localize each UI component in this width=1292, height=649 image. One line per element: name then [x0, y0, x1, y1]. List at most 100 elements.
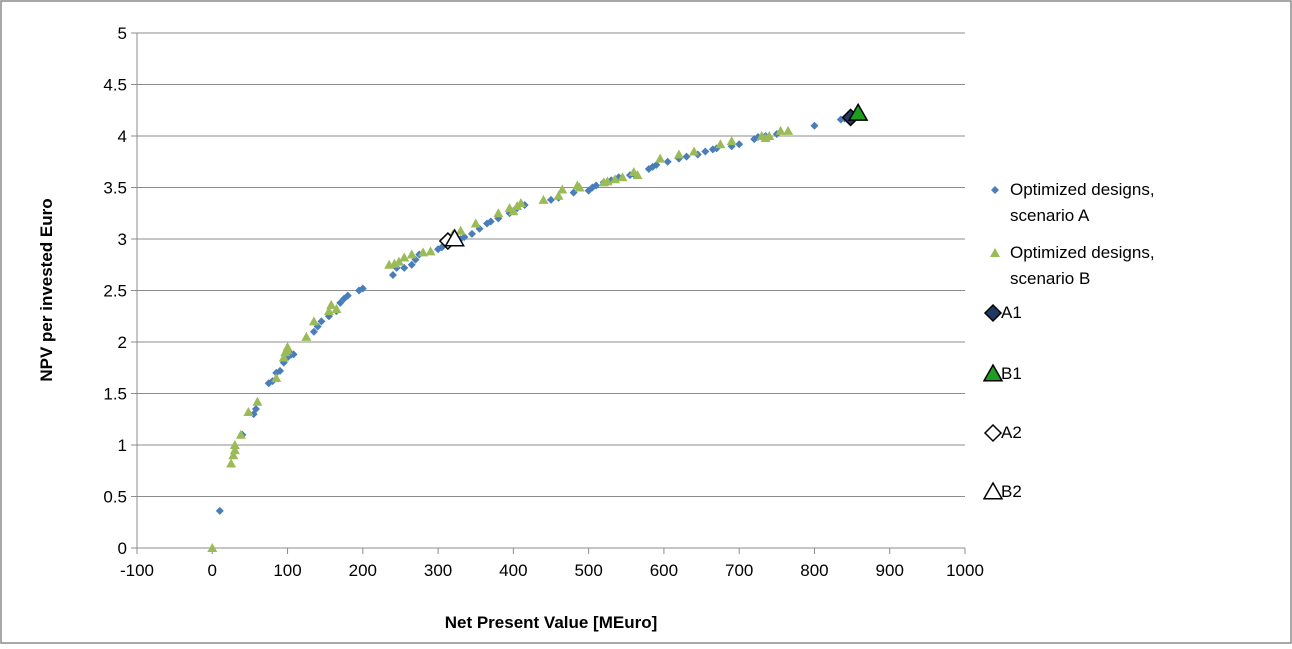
data-point-optimized-designs-scenario-a — [592, 181, 601, 190]
data-point-optimized-designs-scenario-a — [388, 271, 397, 280]
data-point-optimized-designs-scenario-b — [557, 184, 568, 194]
data-point-optimized-designs-scenario-a — [251, 404, 260, 413]
data-point-optimized-designs-scenario-b — [470, 218, 481, 228]
data-point-optimized-designs-scenario-b — [425, 246, 436, 256]
data-point-optimized-designs-scenario-b — [538, 194, 549, 204]
legend-label: Optimized designs, — [1010, 180, 1155, 199]
data-point-optimized-designs-scenario-b — [252, 396, 263, 406]
data-point-optimized-designs-scenario-b — [508, 206, 519, 216]
x-tick-label: 900 — [876, 561, 904, 580]
data-point-optimized-designs-scenario-a — [289, 350, 298, 359]
legend-marker — [982, 363, 1004, 382]
data-point-optimized-designs-scenario-a — [343, 291, 352, 300]
y-tick-label: 4.5 — [103, 76, 127, 95]
data-point-optimized-designs-scenario-a — [810, 121, 819, 130]
y-tick-label: 2 — [118, 333, 127, 352]
data-point-optimized-designs-scenario-b — [783, 125, 794, 135]
legend-label: scenario B — [1010, 269, 1090, 288]
y-tick-label: 4 — [118, 127, 127, 146]
data-point-optimized-designs-scenario-b — [609, 174, 620, 184]
data-point-optimized-designs-scenario-b — [399, 252, 410, 262]
y-tick-label: 0.5 — [103, 488, 127, 507]
y-tick-label: 0 — [118, 539, 127, 558]
x-tick-label: 800 — [800, 561, 828, 580]
x-tick-label: -100 — [120, 561, 154, 580]
data-point-optimized-designs-scenario-b — [617, 172, 628, 182]
data-point-optimized-designs-scenario-b — [323, 306, 334, 316]
legend-label: B2 — [1001, 482, 1022, 501]
data-point-optimized-designs-scenario-a — [663, 157, 672, 166]
data-point-optimized-designs-scenario-b — [655, 153, 666, 163]
legend-label: scenario A — [1010, 206, 1090, 225]
y-tick-label: 1.5 — [103, 385, 127, 404]
y-tick-label: 3 — [118, 230, 127, 249]
data-point-optimized-designs-scenario-a — [358, 284, 367, 293]
x-tick-label: 700 — [725, 561, 753, 580]
data-point-b2 — [444, 228, 465, 247]
data-point-optimized-designs-scenario-a — [652, 160, 661, 169]
data-point-optimized-designs-scenario-a — [701, 147, 710, 156]
data-point-optimized-designs-scenario-a — [400, 263, 409, 272]
data-point-optimized-designs-scenario-b — [418, 247, 429, 257]
data-point-optimized-designs-scenario-b — [331, 304, 342, 314]
legend: Optimized designs, scenario A Optimized de… — [982, 180, 1155, 501]
data-point-optimized-designs-scenario-b — [673, 149, 684, 159]
data-point-optimized-designs-scenario-b — [715, 139, 726, 149]
data-point-optimized-designs-scenario-b — [301, 331, 312, 341]
data-point-optimized-designs-scenario-a — [276, 366, 285, 375]
y-tick-label: 5 — [118, 24, 127, 43]
data-point-optimized-designs-scenario-b — [393, 256, 404, 266]
legend-marker — [983, 303, 1003, 323]
data-point-optimized-designs-scenario-b — [602, 176, 613, 186]
legend-label: A2 — [1001, 423, 1022, 442]
data-point-optimized-designs-scenario-b — [326, 299, 337, 309]
data-point-optimized-designs-scenario-b — [282, 342, 293, 352]
data-point-optimized-designs-scenario-a — [682, 152, 691, 161]
data-point-optimized-designs-scenario-b — [229, 440, 240, 449]
data-point-optimized-designs-scenario-b — [493, 208, 504, 218]
y-tick-label: 1 — [118, 436, 127, 455]
data-point-optimized-designs-scenario-a — [317, 317, 326, 326]
axes: 0 0.5 1 1.5 2 2.5 3 3.5 4 4.5 5 -100 0 100 200 300 400 50… — [103, 24, 984, 580]
data-point-optimized-designs-scenario-b — [764, 131, 775, 140]
data-point-optimized-designs-scenario-b — [726, 136, 737, 146]
x-tick-label: 500 — [574, 561, 602, 580]
data-point-optimized-designs-scenario-a — [407, 260, 416, 269]
legend-marker — [982, 481, 1004, 500]
data-point-optimized-designs-scenario-b — [553, 190, 564, 200]
x-tick-label: 0 — [208, 561, 217, 580]
data-point-optimized-designs-scenario-b — [689, 146, 700, 156]
data-point-optimized-designs-scenario-a — [735, 140, 744, 149]
x-tick-label: 1000 — [946, 561, 984, 580]
highlight-points — [438, 102, 869, 251]
data-point-optimized-designs-scenario-b — [235, 429, 246, 439]
data-point-optimized-designs-scenario-b — [278, 352, 289, 362]
data-point-optimized-designs-scenario-a — [547, 195, 555, 204]
data-point-optimized-designs-scenario-b — [308, 316, 319, 326]
gridlines — [137, 32, 965, 497]
data-point-b1 — [847, 102, 869, 121]
data-point-optimized-designs-scenario-b — [574, 182, 585, 192]
legend-marker — [990, 248, 1000, 257]
data-point-optimized-designs-scenario-b — [406, 249, 417, 259]
legend-marker — [991, 186, 999, 194]
x-tick-label: 400 — [499, 561, 527, 580]
y-tick-label: 3.5 — [103, 179, 127, 198]
data-point-optimized-designs-scenario-b — [207, 543, 218, 552]
data-point-optimized-designs-scenario-b — [229, 445, 240, 455]
x-tick-label: 600 — [650, 561, 678, 580]
data-point-optimized-designs-scenario-a — [309, 327, 318, 336]
data-point-optimized-designs-scenario-b — [271, 373, 282, 383]
x-tick-label: 100 — [273, 561, 301, 580]
data-point-optimized-designs-scenario-b — [775, 125, 786, 135]
legend-marker — [983, 423, 1003, 443]
data-point-optimized-designs-scenario-a — [486, 217, 495, 226]
data-point-optimized-designs-scenario-a — [460, 232, 469, 241]
y-axis-title: NPV per invested Euro — [37, 198, 56, 381]
data-point-optimized-designs-scenario-b — [228, 450, 239, 460]
legend-label: Optimized designs, — [1010, 243, 1155, 262]
data-point-optimized-designs-scenario-a — [467, 229, 476, 238]
